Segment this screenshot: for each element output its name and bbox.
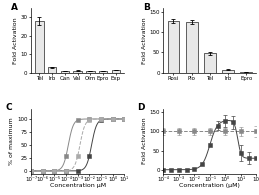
- Text: B: B: [143, 3, 150, 12]
- Bar: [222, 70, 234, 73]
- Text: A: A: [11, 3, 18, 12]
- Y-axis label: % of maximum: % of maximum: [9, 117, 14, 165]
- Bar: [35, 21, 44, 73]
- Bar: [186, 22, 198, 73]
- Bar: [86, 71, 95, 73]
- Text: D: D: [137, 103, 145, 112]
- Bar: [61, 71, 69, 73]
- Bar: [240, 72, 252, 73]
- Y-axis label: Fold Activation: Fold Activation: [142, 17, 147, 64]
- Bar: [112, 70, 120, 73]
- Bar: [48, 67, 56, 73]
- Y-axis label: Fold Activation: Fold Activation: [13, 17, 18, 64]
- Bar: [74, 71, 82, 73]
- X-axis label: Concentration μM: Concentration μM: [49, 183, 106, 188]
- Text: C: C: [5, 103, 12, 112]
- Y-axis label: Fold Activation: Fold Activation: [142, 118, 147, 164]
- Bar: [168, 21, 179, 73]
- X-axis label: Concentration (μM): Concentration (μM): [179, 183, 240, 188]
- Bar: [204, 53, 216, 73]
- Bar: [99, 71, 107, 73]
